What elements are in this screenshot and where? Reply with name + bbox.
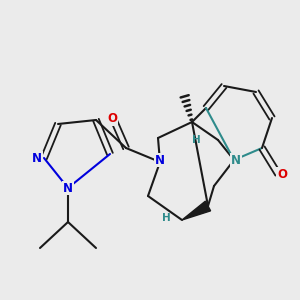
Text: N: N [63, 182, 73, 194]
Text: N: N [32, 152, 42, 164]
Text: O: O [277, 167, 287, 181]
Text: O: O [107, 112, 117, 125]
Text: N: N [231, 154, 241, 166]
Text: H: H [192, 135, 200, 145]
Text: H: H [162, 213, 170, 223]
Text: N: N [155, 154, 165, 166]
Polygon shape [182, 201, 211, 220]
